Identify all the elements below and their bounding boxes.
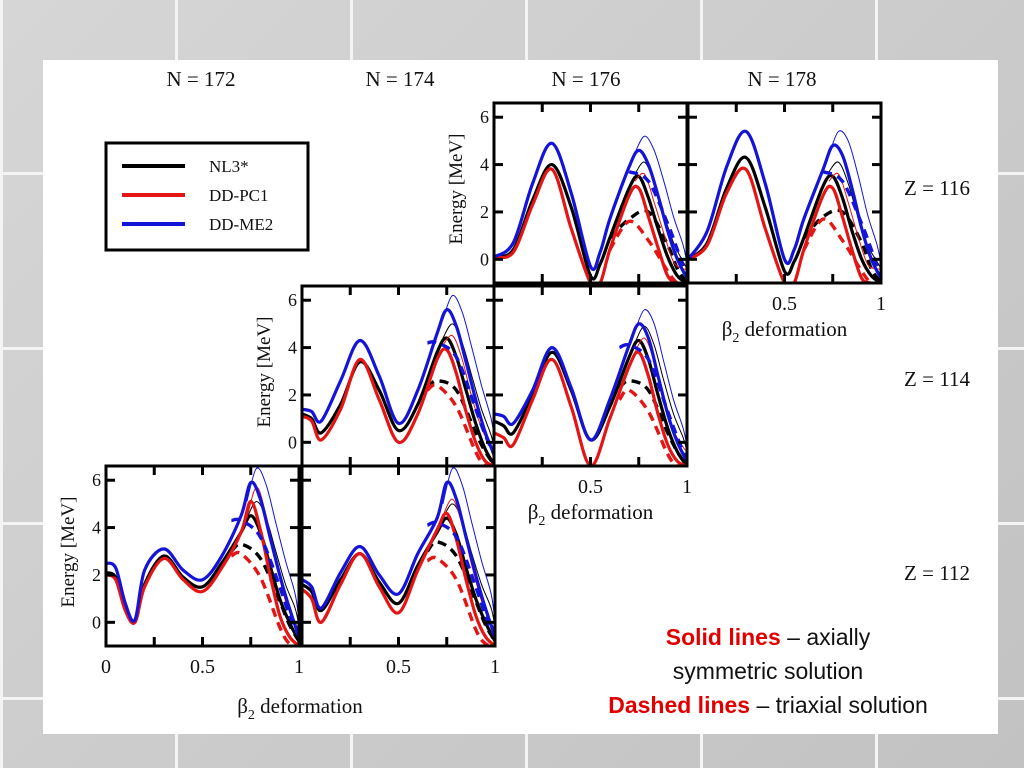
row-label-z-116: Z = 116	[904, 176, 970, 200]
series-line-dd-me2-z-114-n-174	[302, 308, 495, 458]
caption-solid-emphasis: Solid lines	[665, 624, 781, 650]
series-triaxial-dd-me2-z-112-n-174	[426, 520, 495, 638]
x-tick-label-z-112: 0.5	[190, 656, 215, 678]
series-triaxial-dd-pc1-z-114-n-176	[618, 388, 687, 466]
series-line-dd-me2-z-112-n-174	[302, 480, 495, 638]
series-triaxial-dd-me2-z-112-n-172	[231, 517, 299, 638]
series-line-thin-dd-me2-z-116-n-176	[634, 135, 687, 265]
caption-dashed-emphasis: Dashed lines	[608, 692, 751, 718]
y-tick-label-z-112: 6	[92, 470, 101, 490]
series-triaxial-dd-me2-z-114-n-174	[427, 340, 495, 458]
y-tick-label-z-116: 0	[480, 249, 489, 269]
x-axis-label-bottom: β2 deformation	[237, 694, 363, 723]
series-line-dd-pc1-z-114-n-174	[302, 347, 495, 466]
x-tick-label-z-112: 0.5	[386, 656, 411, 678]
series-line-dd-me2-z-116-n-178	[688, 129, 881, 280]
x-tick-label-z-114: 1	[682, 476, 692, 498]
y-tick-label-z-112: 4	[92, 518, 101, 538]
caption-solid-line2: symmetric solution	[672, 658, 864, 684]
series-line-nl3-z-114-n-174	[302, 336, 495, 466]
series-line-thin-dd-me2-z-112-n-174	[442, 467, 495, 623]
x-tick-label-z-112: 0	[101, 656, 111, 678]
y-axis-label-z-114: Energy [MeV]	[254, 317, 275, 428]
caption-solid-line1: Solid lines – axially	[548, 624, 988, 651]
y-tick-label-z-114: 6	[288, 290, 297, 310]
series-triaxial-dd-me2-z-114-n-176	[618, 342, 687, 462]
series-line-thin-dd-me2-z-114-n-176	[634, 309, 687, 448]
series-line-dd-pc1-z-114-n-176	[494, 350, 687, 466]
series-triaxial-dd-pc1-z-116-n-178	[802, 217, 881, 283]
series-line-thin-nl3-z-112-n-172	[246, 500, 299, 628]
series-line-thin-dd-me2-z-112-n-172	[246, 467, 299, 623]
series-triaxial-dd-pc1-z-114-n-174	[426, 383, 495, 466]
legend-label-nl3: NL3*	[209, 157, 249, 176]
x-tick-label-z-116: 1	[876, 293, 886, 315]
x-tick-label-z-114: 0.5	[578, 476, 603, 498]
series-line-thin-nl3-z-114-n-174	[442, 323, 495, 452]
chart-figure: N = 172 N = 174 N = 176 N = 178 Z = 116 Z = 1…	[58, 67, 970, 723]
x-axis-label-z-114: β2 deformation	[528, 500, 654, 529]
series-triaxial-dd-pc1-z-112-n-174	[426, 555, 495, 646]
column-label-n-174: N = 174	[365, 67, 435, 91]
y-tick-label-z-116: 4	[480, 155, 489, 175]
caption-solid-rest: – axially	[780, 624, 871, 650]
series-triaxial-dd-pc1-z-116-n-176	[608, 219, 687, 283]
caption-dashed-rest: – triaxial solution	[750, 692, 928, 718]
row-label-z-114: Z = 114	[904, 367, 970, 391]
caption-dashed-line: Dashed lines – triaxial solution	[548, 692, 988, 719]
x-tick-label-z-112: 1	[294, 656, 304, 678]
y-tick-label-z-112: 2	[92, 565, 101, 585]
legend-label-dd-me2: DD-ME2	[209, 215, 273, 234]
row-label-z-112: Z = 112	[904, 561, 970, 585]
panel-background-z-112-n-174	[302, 466, 495, 646]
series-line-dd-pc1-z-112-n-172	[106, 499, 299, 646]
series-triaxial-nl3-z-116-n-176	[608, 208, 687, 283]
series-triaxial-nl3-z-116-n-178	[802, 208, 881, 283]
column-label-n-178: N = 178	[747, 67, 816, 91]
y-axis-label-z-116: Energy [MeV]	[446, 134, 467, 245]
y-axis-label-z-112: Energy [MeV]	[58, 497, 79, 608]
series-line-thin-dd-me2-z-114-n-174	[442, 294, 495, 443]
y-tick-label-z-114: 4	[288, 338, 297, 358]
slide-panel: N = 172 N = 174 N = 176 N = 178 Z = 116 Z = 1…	[43, 60, 998, 734]
series-line-dd-me2-z-112-n-172	[106, 480, 299, 638]
series-line-thin-dd-me2-z-116-n-178	[828, 130, 881, 265]
y-tick-label-z-114: 0	[288, 432, 297, 452]
series-line-nl3-z-114-n-176	[494, 338, 687, 466]
column-label-n-176: N = 176	[551, 67, 620, 91]
x-axis-label-z-116: β2 deformation	[722, 317, 848, 346]
x-tick-label-z-116: 0.5	[772, 293, 797, 315]
x-tick-label-z-112: 1	[490, 656, 500, 678]
legend-label-dd-pc1: DD-PC1	[209, 186, 269, 205]
series-line-nl3-z-116-n-178	[688, 155, 881, 283]
column-label-n-172: N = 172	[166, 67, 235, 91]
series-line-dd-pc1-z-112-n-174	[302, 511, 495, 646]
y-tick-label-z-116: 6	[480, 107, 489, 127]
y-tick-label-z-112: 0	[92, 612, 101, 632]
y-tick-label-z-114: 2	[288, 385, 297, 405]
y-tick-label-z-116: 2	[480, 202, 489, 222]
